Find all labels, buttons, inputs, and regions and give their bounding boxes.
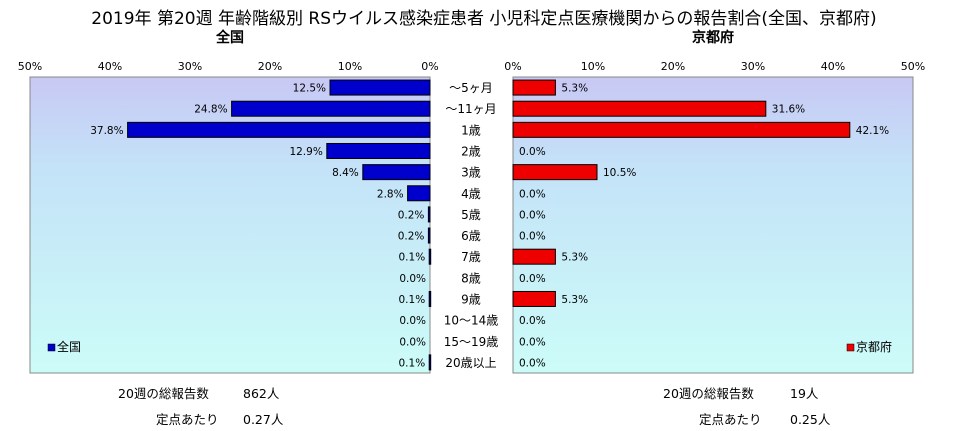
left-legend-label: 全国 — [57, 339, 81, 354]
left-per-value: 0.27人 — [243, 412, 284, 427]
left-data-label: 0.0% — [399, 315, 426, 327]
right-data-label: 10.5% — [603, 167, 636, 179]
right-data-label: 0.0% — [519, 188, 546, 200]
left-bar — [329, 79, 431, 96]
category-label: 5歳 — [461, 208, 481, 222]
left-axis-tick-label: 0% — [421, 60, 438, 73]
left-data-label: 12.9% — [289, 146, 322, 158]
category-label: 15〜19歳 — [444, 335, 499, 349]
left-data-label: 0.0% — [399, 336, 426, 348]
left-total-value: 862人 — [243, 386, 280, 401]
right-panel-title: 京都府 — [692, 30, 734, 46]
right-data-label: 0.0% — [519, 146, 546, 158]
left-bar — [428, 290, 432, 307]
right-bar — [512, 121, 851, 138]
category-label: 〜11ヶ月 — [445, 102, 496, 116]
right-data-label: 0.0% — [519, 315, 546, 327]
right-data-label: 42.1% — [856, 125, 889, 137]
right-data-label: 0.0% — [519, 336, 546, 348]
left-data-label: 24.8% — [194, 104, 227, 116]
left-bar — [362, 164, 431, 181]
right-bar — [512, 290, 556, 307]
right-data-label: 5.3% — [561, 83, 588, 95]
right-plot-area — [512, 76, 914, 374]
right-data-label: 0.0% — [519, 209, 546, 221]
right-data-label: 5.3% — [561, 252, 588, 264]
right-axis-tick-label: 0% — [504, 60, 521, 73]
category-label: 6歳 — [461, 229, 481, 243]
right-per-value: 0.25人 — [790, 412, 831, 427]
right-data-label: 0.0% — [519, 357, 546, 369]
category-label: 3歳 — [461, 166, 481, 180]
category-label: 〜5ヶ月 — [449, 81, 493, 95]
left-data-label: 0.2% — [398, 231, 425, 243]
left-bar — [428, 354, 432, 371]
left-data-label: 0.2% — [398, 209, 425, 221]
left-data-label: 0.1% — [399, 252, 426, 264]
category-label: 9歳 — [461, 292, 481, 306]
left-data-label: 37.8% — [90, 125, 123, 137]
right-bar — [512, 248, 556, 265]
left-bar — [326, 142, 431, 159]
left-bar — [231, 100, 431, 117]
category-label: 2歳 — [461, 144, 481, 158]
category-label: 7歳 — [461, 250, 481, 264]
left-data-label: 12.5% — [293, 83, 326, 95]
right-bar — [512, 100, 767, 117]
right-total-value: 19人 — [790, 386, 819, 401]
category-label: 1歳 — [461, 123, 481, 137]
category-label: 4歳 — [461, 187, 481, 201]
right-bar — [512, 164, 598, 181]
left-plot-area — [29, 76, 431, 374]
left-panel-title: 全国 — [216, 30, 244, 46]
right-axis-tick-label: 10% — [581, 60, 605, 73]
left-bar — [428, 248, 432, 265]
category-label: 8歳 — [461, 271, 481, 285]
right-data-label: 0.0% — [519, 231, 546, 243]
left-data-label: 8.4% — [332, 167, 359, 179]
left-axis-tick-label: 40% — [98, 60, 122, 73]
right-legend-label: 京都府 — [856, 339, 892, 354]
right-data-label: 0.0% — [519, 273, 546, 285]
right-bar — [512, 79, 556, 96]
right-axis-tick-label: 40% — [821, 60, 845, 73]
right-data-label: 31.6% — [772, 104, 805, 116]
category-label: 20歳以上 — [445, 356, 496, 370]
right-axis-tick-label: 20% — [661, 60, 685, 73]
left-legend-swatch — [47, 343, 56, 352]
left-bar — [427, 206, 431, 223]
left-data-label: 0.1% — [399, 294, 426, 306]
right-legend-swatch — [846, 343, 855, 352]
chart-title: 2019年 第20週 年齢階級別 RSウイルス感染症患者 小児科定点医療機関から… — [91, 9, 877, 29]
left-data-label: 0.0% — [399, 273, 426, 285]
left-axis-tick-label: 10% — [338, 60, 362, 73]
left-data-label: 2.8% — [377, 188, 404, 200]
left-data-label: 0.1% — [399, 357, 426, 369]
left-per-label: 定点あたり — [156, 412, 219, 427]
right-data-label: 5.3% — [561, 294, 588, 306]
right-total-label: 20週の総報告数 — [663, 386, 754, 401]
left-axis-tick-label: 50% — [18, 60, 42, 73]
category-label: 10〜14歳 — [444, 314, 499, 328]
left-bar — [427, 227, 431, 244]
left-axis-tick-label: 30% — [178, 60, 202, 73]
left-bar — [127, 121, 431, 138]
right-per-label: 定点あたり — [699, 412, 762, 427]
left-axis-tick-label: 20% — [258, 60, 282, 73]
left-total-label: 20週の総報告数 — [118, 386, 209, 401]
right-axis-tick-label: 50% — [901, 60, 925, 73]
left-bar — [407, 185, 431, 202]
right-axis-tick-label: 30% — [741, 60, 765, 73]
